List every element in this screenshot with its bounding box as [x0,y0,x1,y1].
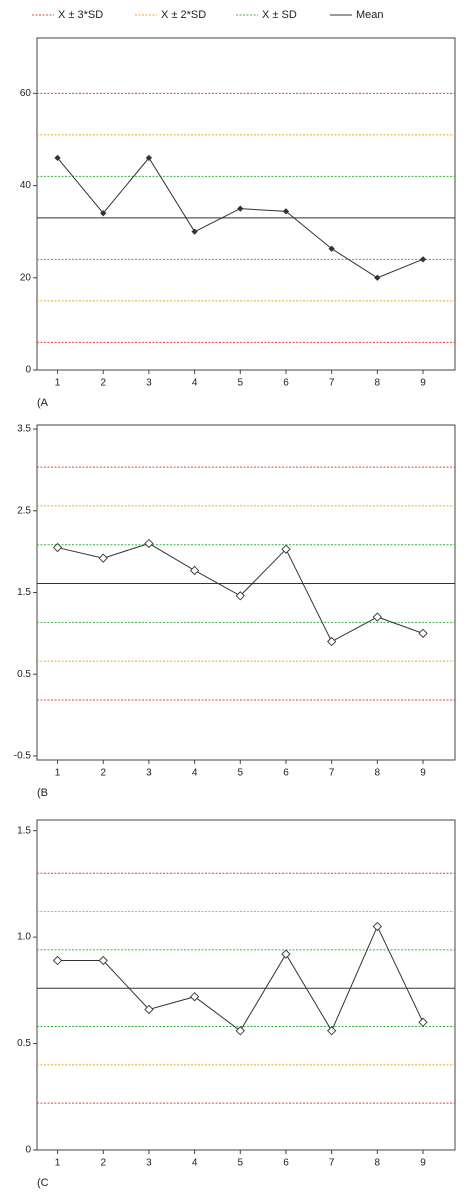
data-point [281,544,291,554]
y-tick-label: 3.5 [17,424,31,435]
x-tick-label: 6 [283,1158,289,1169]
data-point [98,553,108,563]
x-tick-label: 7 [329,768,335,779]
x-tick-label: 1 [55,768,61,779]
data-point [328,245,335,252]
data-point [144,538,154,549]
y-tick-label: 1.0 [17,932,31,943]
data-point [52,542,63,553]
legend-label: X ± 3*SD [58,9,103,21]
x-tick-label: 2 [100,378,106,389]
x-tick-label: 2 [100,768,106,779]
legend-label: X ± 2*SD [161,9,206,21]
panel-label: (A [37,397,49,409]
x-tick-label: 3 [146,768,152,779]
x-tick-label: 8 [375,1158,381,1169]
data-point [282,208,290,215]
x-tick-label: 8 [375,378,381,389]
plot-frame [36,37,456,371]
y-tick-label: 1.5 [17,587,31,598]
y-tick-label: 60 [20,88,32,99]
x-tick-label: 9 [420,768,426,779]
x-tick-label: 1 [55,1158,61,1169]
data-point [372,612,382,622]
plot-frame [36,424,456,761]
data-point [418,628,428,638]
y-tick-label: 1.5 [17,825,31,836]
data-point [327,636,337,647]
data-point [191,228,198,235]
data-point [418,1017,428,1027]
data-point [100,210,107,217]
y-tick-label: 0 [25,365,31,376]
x-tick-label: 8 [375,768,381,779]
x-tick-label: 5 [238,1158,244,1169]
y-tick-label: 40 [20,180,32,191]
x-tick-label: 9 [420,378,426,389]
x-tick-label: 5 [238,768,244,779]
x-tick-label: 4 [192,768,198,779]
data-line [57,925,424,1032]
x-tick-label: 4 [192,378,198,389]
x-tick-label: 7 [329,378,335,389]
data-point [189,565,200,576]
data-point [281,949,291,959]
x-tick-label: 6 [283,378,289,389]
data-point [52,955,63,966]
plot-frame [36,819,456,1151]
x-tick-label: 6 [283,768,289,779]
x-tick-label: 7 [329,1158,335,1169]
data-point [189,992,200,1002]
legend-label: X ± SD [262,9,297,21]
data-point [372,921,382,932]
data-point [419,256,427,263]
x-tick-label: 3 [146,1158,152,1169]
data-point [374,274,381,281]
y-tick-label: 0 [25,1145,31,1156]
panel-label: (B [37,787,48,799]
y-tick-label: 20 [20,272,32,283]
panel-label: (C [37,1177,49,1189]
x-tick-label: 5 [238,378,244,389]
data-point [98,955,108,966]
x-tick-label: 1 [55,378,61,389]
y-tick-label: 0.5 [17,1038,31,1049]
y-tick-label: 0.5 [17,669,31,680]
data-point [54,154,61,162]
x-tick-label: 3 [146,378,152,389]
x-tick-label: 2 [100,1158,106,1169]
data-point [235,591,245,601]
data-point [144,1004,154,1015]
x-tick-label: 4 [192,1158,198,1169]
y-tick-label: -0.5 [14,751,32,762]
legend-label: Mean [356,9,384,21]
y-tick-label: 2.5 [17,505,31,516]
data-point [327,1026,337,1036]
data-point [145,154,153,162]
x-tick-label: 9 [420,1158,426,1169]
data-point [235,1026,245,1036]
data-point [237,205,244,212]
